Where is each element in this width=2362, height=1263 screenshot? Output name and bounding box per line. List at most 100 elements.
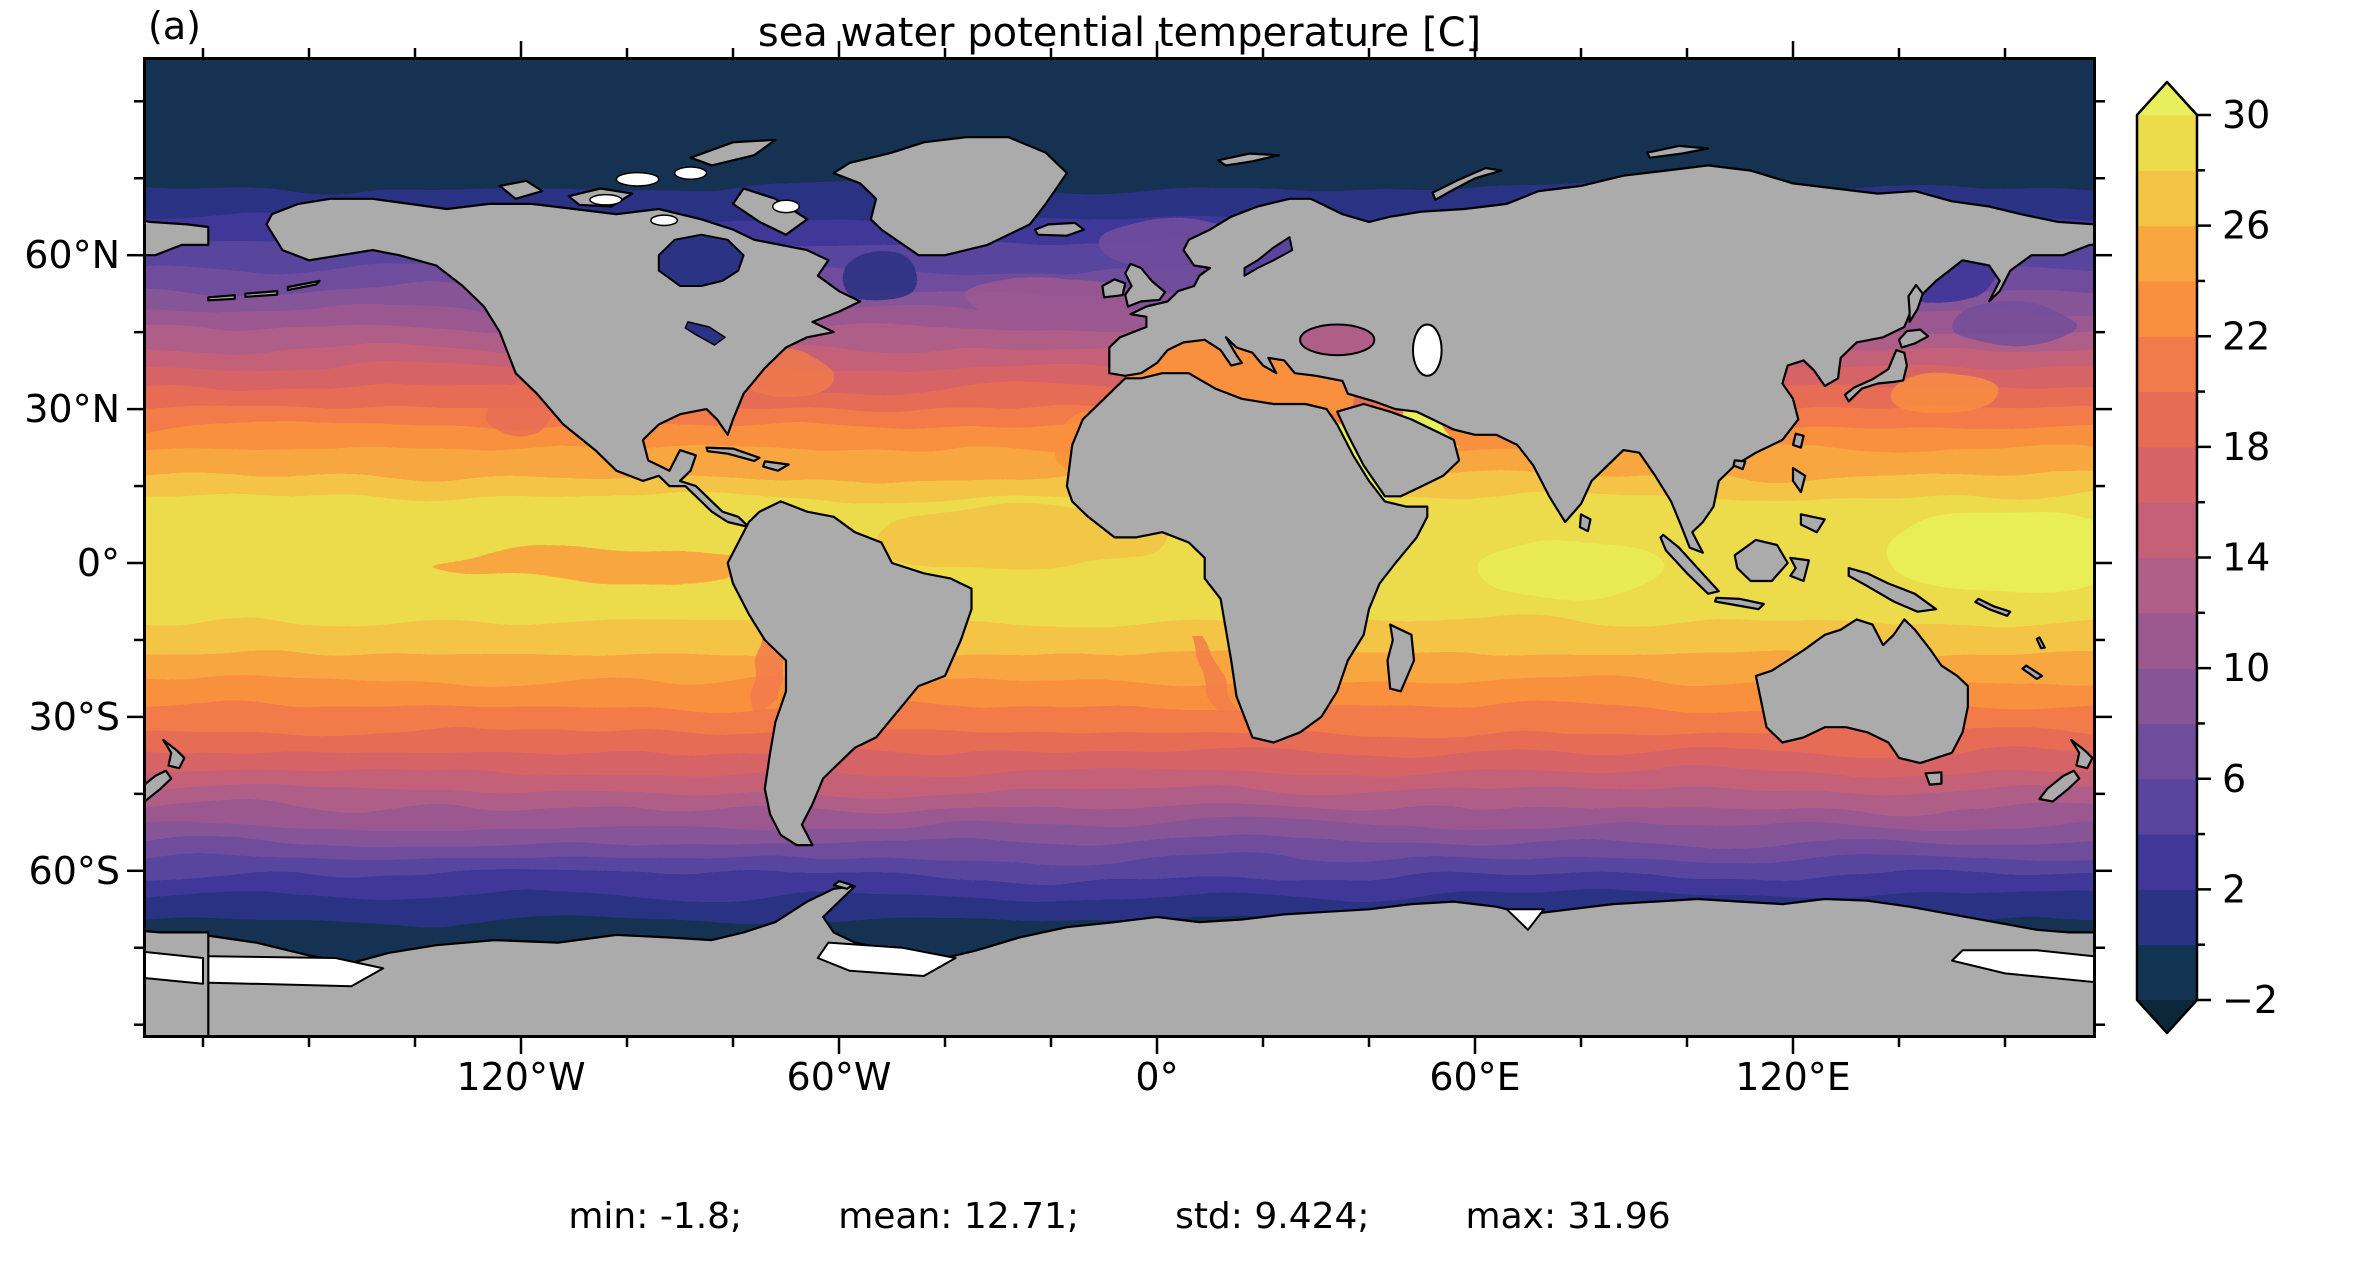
landmass-africa bbox=[1065, 372, 1429, 744]
landmass-greenland bbox=[832, 136, 1068, 257]
landmass-mindanao bbox=[1799, 513, 1826, 534]
colorbar-segment bbox=[2137, 170, 2197, 227]
landmass-severnaya bbox=[1646, 144, 1710, 159]
landmass-sakhalin bbox=[1907, 283, 1924, 323]
colorbar-segment bbox=[2137, 723, 2197, 780]
landmass-tasmania bbox=[1924, 771, 1943, 786]
colorbar-segment bbox=[2137, 889, 2197, 946]
landmass-australia bbox=[1754, 618, 1969, 765]
landmass-ellesmere bbox=[689, 138, 777, 167]
landmass-eurasia bbox=[1108, 164, 2096, 554]
landmass-ireland bbox=[1101, 278, 1127, 299]
y-tick-label: 60°N bbox=[24, 233, 120, 277]
black-sea bbox=[1299, 323, 1376, 357]
landmass-peninsulaisl bbox=[832, 880, 854, 890]
landmass-java bbox=[1714, 596, 1765, 611]
colorbar-segment bbox=[2137, 612, 2197, 669]
y-tick-label: 30°S bbox=[29, 695, 120, 739]
landmass-borneo bbox=[1733, 538, 1789, 583]
landmass-newcaledonia bbox=[2021, 664, 2044, 680]
colorbar-segment bbox=[2137, 336, 2197, 393]
landmass-sulawesi bbox=[1789, 556, 1810, 583]
landmass-luzon bbox=[1791, 467, 1807, 494]
landmass-vanuatu bbox=[2035, 636, 2046, 650]
x-tick-label: 60°E bbox=[1429, 1055, 1520, 1099]
x-tick-label: 120°W bbox=[456, 1055, 585, 1099]
landmass-srilanka bbox=[1578, 513, 1592, 533]
landmass-honshu bbox=[1843, 349, 1908, 403]
figure-title: sea water potential temperature [C] bbox=[757, 10, 1482, 56]
colorbar-tick-label: 10 bbox=[2222, 646, 2270, 690]
landmass-sumatra bbox=[1659, 533, 1720, 595]
colorbar-segment bbox=[2137, 115, 2197, 171]
colorbar-outline bbox=[2135, 80, 2199, 1035]
landmass-antarctica bbox=[143, 885, 2096, 1038]
landmass-nznorth bbox=[2070, 738, 2094, 770]
landmass-hispaniola bbox=[762, 460, 790, 472]
landmass-newguinea bbox=[1847, 567, 1938, 613]
hudson-bay bbox=[657, 233, 745, 287]
ross-ice-shelf-east bbox=[1951, 949, 2096, 984]
landmass-solomon bbox=[1974, 597, 2012, 617]
landmass-banks bbox=[498, 179, 544, 200]
landmass-madagascar bbox=[1386, 623, 1416, 693]
colorbar-segment bbox=[2137, 778, 2197, 835]
colorbar-tick-label: 6 bbox=[2222, 757, 2246, 801]
x-tick-label: 60°W bbox=[787, 1055, 892, 1099]
stat-min: min: -1.8; bbox=[568, 1196, 743, 1237]
colorbar-segment bbox=[2137, 446, 2197, 503]
landmass-aleut3 bbox=[286, 279, 321, 292]
amery-ice-shelf bbox=[1505, 908, 1545, 931]
stat-std: std: 9.424; bbox=[1175, 1196, 1370, 1237]
colorbar-under-arrow bbox=[2137, 1000, 2197, 1033]
landmass-cuba bbox=[705, 446, 761, 462]
arctic-channel-1 bbox=[673, 166, 708, 181]
great-lakes bbox=[684, 321, 726, 346]
colorbar-segment bbox=[2137, 834, 2197, 890]
landmass-uk bbox=[1124, 262, 1167, 308]
panel-label: (a) bbox=[148, 4, 201, 48]
sea-temperature-map bbox=[143, 57, 2096, 1038]
landmass-hainan bbox=[1732, 459, 1747, 471]
x-tick-label: 120°E bbox=[1735, 1055, 1851, 1099]
landmass-novaya bbox=[1431, 166, 1503, 201]
colorbar-tick-label: 30 bbox=[2222, 93, 2270, 137]
x-tick-label: 0° bbox=[1135, 1055, 1178, 1099]
world-map-plot bbox=[143, 57, 2096, 1038]
landmasses bbox=[143, 136, 2096, 1038]
landmass-iceland bbox=[1034, 221, 1085, 237]
colorbar-segment bbox=[2137, 225, 2197, 282]
landmass-arabia bbox=[1336, 402, 1461, 498]
colorbar-tick-label: 2 bbox=[2222, 867, 2246, 911]
colorbar-segment bbox=[2137, 557, 2197, 614]
landmass-hokkaido bbox=[1897, 328, 1930, 349]
colorbar-segment bbox=[2137, 391, 2197, 448]
colorbar-segment bbox=[2137, 280, 2197, 337]
y-tick-label: 30°N bbox=[24, 387, 120, 431]
colorbar-tick-label: 26 bbox=[2222, 204, 2270, 248]
colorbar-tick-label: 22 bbox=[2222, 314, 2270, 358]
colorbar-segment bbox=[2137, 502, 2197, 559]
landmass-aleut2 bbox=[244, 290, 279, 298]
arctic-channel-0 bbox=[615, 171, 660, 187]
map-layers bbox=[143, 57, 2096, 1038]
arctic-channel-4 bbox=[650, 214, 679, 227]
colorbar-segment bbox=[2137, 944, 2197, 1001]
landmass-sa bbox=[726, 500, 973, 847]
landmass-nzsouth bbox=[2038, 769, 2081, 803]
landmass-svalbard bbox=[1216, 152, 1280, 167]
colorbar-tick-label: −2 bbox=[2222, 978, 2278, 1022]
landmass-baffin bbox=[731, 187, 809, 236]
stat-mean: mean: 12.71; bbox=[838, 1196, 1080, 1237]
colorbar-segment bbox=[2137, 668, 2197, 725]
arctic-channel-3 bbox=[772, 199, 800, 214]
colorbar-tick-label: 14 bbox=[2222, 536, 2270, 580]
baltic-sea bbox=[1243, 236, 1294, 277]
arctic-channel-2 bbox=[589, 193, 623, 206]
stat-max: max: 31.96 bbox=[1465, 1196, 1671, 1237]
y-tick-label: 60°S bbox=[29, 849, 120, 893]
colorbar-over-arrow bbox=[2137, 82, 2197, 115]
landmass-taiwan bbox=[1791, 432, 1805, 449]
landmass-aleut1 bbox=[207, 294, 236, 302]
